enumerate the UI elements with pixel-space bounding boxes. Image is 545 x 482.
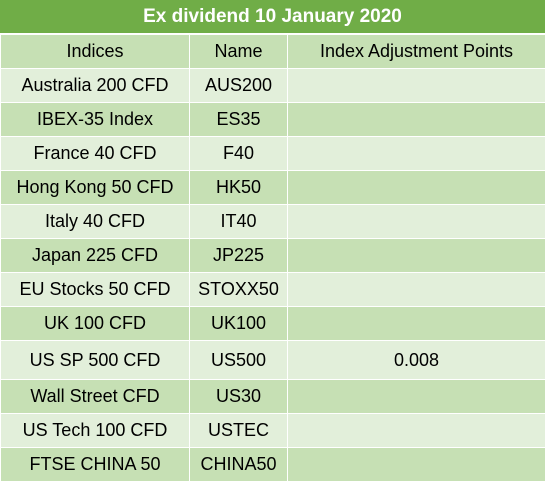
cell-index: Hong Kong 50 CFD <box>1 171 190 205</box>
table-row: US Tech 100 CFD USTEC <box>1 414 545 448</box>
header-row: Indices Name Index Adjustment Points <box>1 35 545 69</box>
table-row: UK 100 CFD UK100 <box>1 307 545 341</box>
cell-points <box>288 137 545 171</box>
cell-index: Italy 40 CFD <box>1 205 190 239</box>
cell-name: JP225 <box>190 239 288 273</box>
cell-points <box>288 307 545 341</box>
table-row: US SP 500 CFD US500 0.008 <box>1 341 545 380</box>
cell-name: UK100 <box>190 307 288 341</box>
cell-points <box>288 239 545 273</box>
cell-index: FTSE CHINA 50 <box>1 448 190 482</box>
header-adjustment-points: Index Adjustment Points <box>288 35 545 69</box>
cell-points: 0.008 <box>288 341 545 380</box>
cell-index: US Tech 100 CFD <box>1 414 190 448</box>
cell-name: US30 <box>190 380 288 414</box>
cell-name: ES35 <box>190 103 288 137</box>
table-row: Hong Kong 50 CFD HK50 <box>1 171 545 205</box>
table-row: Italy 40 CFD IT40 <box>1 205 545 239</box>
cell-index: Japan 225 CFD <box>1 239 190 273</box>
cell-points <box>288 380 545 414</box>
cell-name: USTEC <box>190 414 288 448</box>
cell-points <box>288 273 545 307</box>
table-title: Ex dividend 10 January 2020 <box>0 0 545 34</box>
table-row: EU Stocks 50 CFD STOXX50 <box>1 273 545 307</box>
cell-name: AUS200 <box>190 69 288 103</box>
cell-points <box>288 205 545 239</box>
dividend-table: Indices Name Index Adjustment Points Aus… <box>0 34 545 482</box>
cell-name: HK50 <box>190 171 288 205</box>
cell-name: US500 <box>190 341 288 380</box>
header-indices: Indices <box>1 35 190 69</box>
cell-index: UK 100 CFD <box>1 307 190 341</box>
cell-points <box>288 103 545 137</box>
cell-points <box>288 414 545 448</box>
cell-index: Australia 200 CFD <box>1 69 190 103</box>
table-row: Japan 225 CFD JP225 <box>1 239 545 273</box>
cell-index: IBEX-35 Index <box>1 103 190 137</box>
table-row: Australia 200 CFD AUS200 <box>1 69 545 103</box>
cell-name: CHINA50 <box>190 448 288 482</box>
cell-points <box>288 448 545 482</box>
table-row: Wall Street CFD US30 <box>1 380 545 414</box>
cell-index: France 40 CFD <box>1 137 190 171</box>
table-row: France 40 CFD F40 <box>1 137 545 171</box>
cell-index: US SP 500 CFD <box>1 341 190 380</box>
cell-name: F40 <box>190 137 288 171</box>
table-row: FTSE CHINA 50 CHINA50 <box>1 448 545 482</box>
table-row: IBEX-35 Index ES35 <box>1 103 545 137</box>
cell-index: Wall Street CFD <box>1 380 190 414</box>
cell-points <box>288 69 545 103</box>
header-name: Name <box>190 35 288 69</box>
cell-index: EU Stocks 50 CFD <box>1 273 190 307</box>
cell-name: STOXX50 <box>190 273 288 307</box>
cell-name: IT40 <box>190 205 288 239</box>
cell-points <box>288 171 545 205</box>
